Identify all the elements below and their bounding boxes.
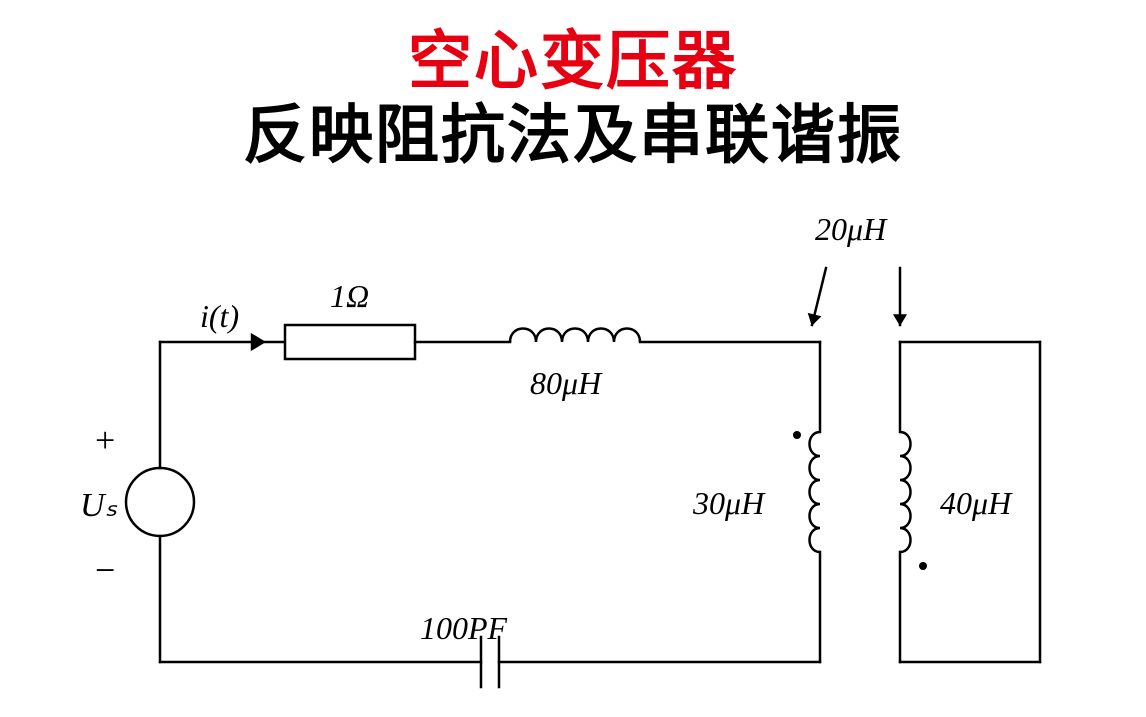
title-block: 空心变压器 反映阻抗法及串联谐振 <box>0 0 1146 172</box>
title-line-1: 空心变压器 <box>0 25 1146 99</box>
title-line-2: 反映阻抗法及串联谐振 <box>0 99 1146 173</box>
svg-text:−: − <box>95 550 115 590</box>
svg-text:i(t): i(t) <box>200 298 239 334</box>
svg-text:1Ω: 1Ω <box>330 278 369 314</box>
svg-text:20μH: 20μH <box>815 211 888 247</box>
svg-text:100PF: 100PF <box>420 610 508 646</box>
svg-text:Uₛ: Uₛ <box>80 487 118 524</box>
svg-text:40μH: 40μH <box>940 485 1013 521</box>
svg-text:+: + <box>95 420 115 460</box>
svg-text:30μH: 30μH <box>692 485 766 521</box>
circuit-diagram: i(t) 1Ω 80μH 30μH 40μH 20μH 100PF + Uₛ − <box>0 172 1146 712</box>
svg-text:80μH: 80μH <box>530 365 603 401</box>
